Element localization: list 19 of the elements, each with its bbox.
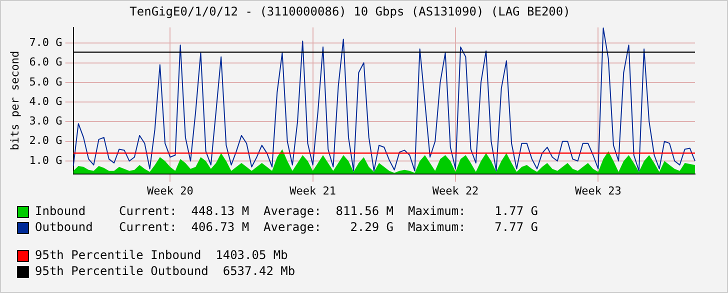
x-tick-label: Week 23	[575, 184, 622, 198]
y-tick-label: 2.0 G	[29, 134, 62, 148]
y-tick-label: 3.0 G	[29, 114, 62, 128]
chart-title: TenGigE0/1/0/12 - (3110000086) 10 Gbps (AS131090) (LAG BE200)	[130, 4, 570, 18]
text: Current: 448.13 M Average: 811.56 M Maximum: 1.77 G	[119, 204, 538, 218]
y-tick-label: 7.0 G	[29, 36, 62, 49]
legend-label: 95th Percentile Inbound 1403.05 Mb	[35, 248, 288, 262]
x-tick-label: Week 20	[146, 184, 194, 198]
y-tick-label: 5.0 G	[29, 75, 62, 88]
x-tick-label: Week 22	[432, 184, 479, 198]
y-tick-label: 4.0 G	[29, 94, 62, 108]
y-tick-label: 1.0 G	[29, 154, 62, 167]
y-tick-label: 6.0 G	[29, 56, 62, 69]
legend-label: Outbound	[35, 219, 94, 235]
text: Current: 406.73 M Average: 2.29 G Maximum: 7.77 G	[119, 220, 538, 234]
x-tick-label: Week 21	[290, 184, 336, 198]
legend-label: 95th Percentile Outbound 6537.42 Mb	[35, 264, 296, 278]
y-axis-title: bits per second	[8, 50, 22, 150]
legend-label: Inbound	[35, 203, 87, 219]
